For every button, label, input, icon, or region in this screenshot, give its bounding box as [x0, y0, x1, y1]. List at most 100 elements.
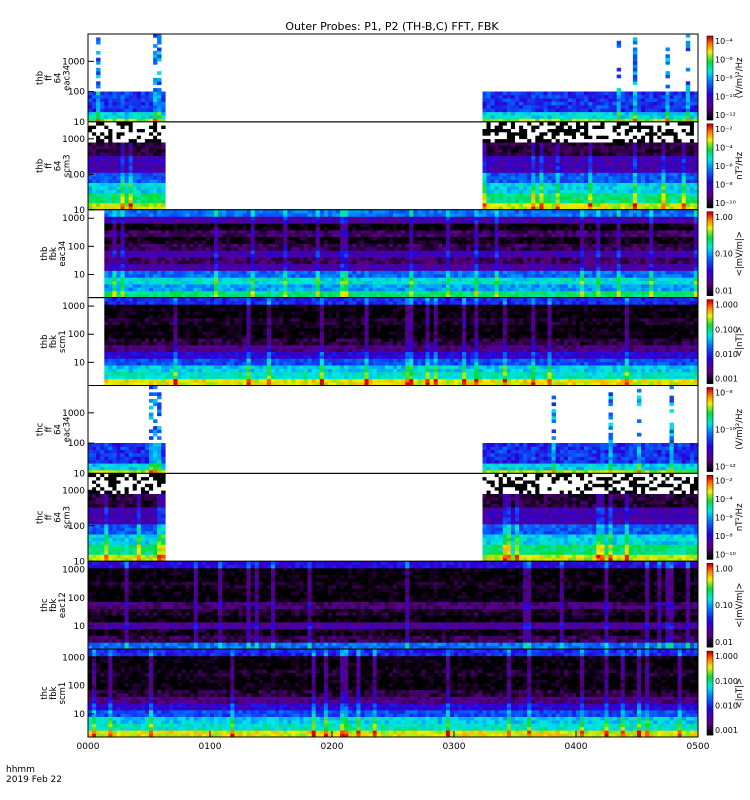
spectrogram-cell — [421, 290, 426, 295]
spectrogram-cell — [604, 152, 609, 156]
spectrogram-cell — [120, 159, 125, 163]
spectrogram-cell — [425, 243, 430, 248]
spectrogram-cell — [96, 84, 101, 89]
spectrogram-cell — [608, 101, 613, 106]
spectrogram-cell — [498, 165, 504, 170]
spectrogram-cell — [588, 162, 593, 167]
spectrogram-cell — [197, 216, 203, 221]
spectrogram-cell — [616, 105, 622, 109]
spectrogram-cell — [547, 206, 552, 211]
spectrogram-cell — [641, 199, 646, 204]
spectrogram-cell — [197, 260, 203, 265]
spectrogram-cell — [425, 233, 430, 238]
spectrogram-cell — [555, 98, 561, 102]
spectrogram-cell — [584, 125, 589, 129]
spectrogram-cell — [132, 142, 138, 146]
spectrogram-cell — [165, 294, 170, 298]
spectrogram-cell — [226, 280, 231, 285]
spectrogram-cell — [254, 257, 260, 261]
spectrogram-cell — [352, 280, 357, 285]
spectrogram-cell — [332, 263, 337, 268]
spectrogram-cell — [161, 284, 166, 288]
spectrogram-cell — [608, 179, 613, 183]
spectrogram-cell — [437, 216, 443, 221]
spectrogram-cell — [494, 192, 500, 197]
spectrogram-cell — [547, 152, 552, 156]
spectrogram-cell — [580, 115, 585, 119]
spectrogram-cell — [149, 223, 154, 227]
spectrogram-cell — [132, 148, 138, 153]
spectrogram-cell — [214, 209, 219, 214]
spectrogram-cell — [299, 294, 304, 298]
spectrogram-cell — [506, 155, 512, 160]
spectrogram-cell — [693, 105, 699, 109]
spectrogram-cell — [352, 240, 357, 244]
panel-ylabel: thb ff 64 scm3 — [36, 154, 73, 177]
spectrogram-cell — [567, 165, 573, 170]
colorbar-tick-label: 10⁻⁸ — [715, 74, 733, 83]
spectrogram-cell — [612, 189, 617, 194]
spectrogram-cell — [238, 274, 243, 278]
spectrogram-cell — [189, 246, 195, 251]
spectrogram-cell — [645, 162, 650, 167]
spectrogram-cell — [173, 213, 178, 217]
spectrogram-cell — [104, 145, 109, 150]
spectrogram-cell — [661, 108, 666, 113]
spectrogram-cell — [592, 162, 597, 167]
spectrogram-cell — [486, 128, 491, 133]
spectrogram-cell — [571, 125, 577, 129]
spectrogram-cell — [588, 152, 593, 156]
spectrogram-cell — [494, 135, 500, 140]
spectrogram-cell — [197, 267, 203, 271]
spectrogram-cell — [653, 165, 658, 170]
spectrogram-cell — [149, 213, 154, 217]
spectrogram-cell — [96, 152, 101, 156]
spectrogram-cell — [112, 155, 117, 160]
spectrogram-cell — [482, 176, 487, 180]
spectrogram-cell — [413, 274, 418, 278]
spectrogram-cell — [669, 91, 674, 96]
spectrogram-cell — [348, 246, 353, 251]
spectrogram-cell — [153, 274, 158, 278]
spectrogram-cell — [685, 125, 691, 129]
spectrogram-cell — [210, 284, 215, 288]
spectrogram-cell — [132, 277, 138, 281]
spectrogram-cell — [380, 213, 386, 217]
spectrogram-cell — [645, 189, 650, 194]
spectrogram-cell — [571, 145, 577, 150]
spectrogram-cell — [279, 274, 284, 278]
spectrogram-cell — [348, 270, 353, 275]
spectrogram-cell — [100, 105, 105, 109]
spectrogram-cell — [218, 260, 223, 265]
spectrogram-cell — [576, 206, 581, 211]
spectrogram-cell — [584, 105, 589, 109]
spectrogram-cell — [494, 186, 500, 190]
spectrogram-cell — [124, 240, 129, 244]
spectrogram-cell — [580, 94, 585, 99]
spectrogram-cell — [157, 236, 162, 241]
colorbar-step — [707, 170, 713, 173]
spectrogram-cell — [230, 277, 235, 281]
spectrogram-cell — [596, 186, 601, 190]
spectrogram-cell — [100, 165, 105, 170]
spectrogram-cell — [689, 186, 695, 190]
spectrogram-cell — [250, 270, 256, 275]
spectrogram-cell — [380, 219, 386, 224]
spectrogram-cell — [238, 270, 243, 275]
spectrogram-cell — [665, 172, 670, 177]
spectrogram-cell — [433, 223, 439, 227]
spectrogram-cell — [193, 270, 199, 275]
spectrogram-cell — [189, 284, 195, 288]
spectrogram-cell — [210, 209, 215, 214]
spectrogram-cell — [120, 91, 125, 96]
spectrogram-cell — [193, 284, 199, 288]
spectrogram-cell — [116, 223, 121, 227]
spectrogram-cell — [197, 270, 203, 275]
spectrogram-cell — [653, 159, 658, 163]
spectrogram-cell — [523, 176, 528, 180]
spectrogram-cell — [311, 209, 317, 214]
spectrogram-cell — [531, 111, 536, 116]
spectrogram-cell — [214, 260, 219, 265]
spectrogram-cell — [88, 155, 93, 160]
spectrogram-cell — [665, 118, 670, 123]
